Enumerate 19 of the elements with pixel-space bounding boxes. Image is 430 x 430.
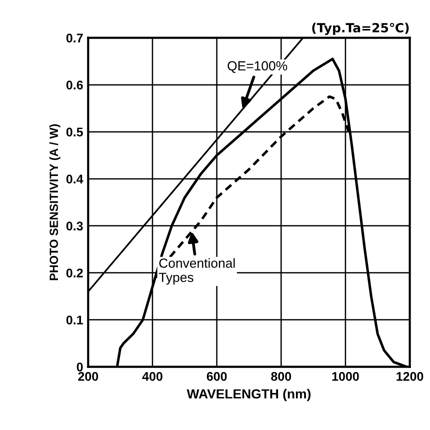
y-tick-label: 0.4: [66, 174, 84, 184]
annotation: Conventional Types: [158, 258, 235, 285]
y-tick-label: 0.5: [66, 128, 83, 136]
y-axis-title: PHOTO SENSITIVITY (A / W): [49, 124, 60, 280]
x-tick-label: 1200: [396, 372, 424, 381]
y-tick-label: 0.7: [66, 34, 83, 42]
y-tick-label: 0.2: [66, 268, 83, 278]
x-tick-label: 600: [206, 372, 227, 381]
x-axis-title: WAVELENGTH (nm): [186, 388, 310, 402]
y-tick-label: 0.1: [66, 316, 83, 324]
x-tick-label: 400: [142, 372, 162, 381]
x-tick-label: 1000: [332, 372, 359, 381]
x-tick-label: 800: [271, 372, 292, 381]
chart-subtitle: (Typ.Ta=25℃): [312, 22, 409, 35]
y-tick-label: 0.3: [66, 222, 83, 230]
annotation: QE=100%: [228, 61, 288, 73]
x-tick-label: 200: [78, 372, 98, 381]
y-tick-label: 0.6: [66, 80, 83, 90]
y-tick-label: 0: [76, 362, 83, 372]
